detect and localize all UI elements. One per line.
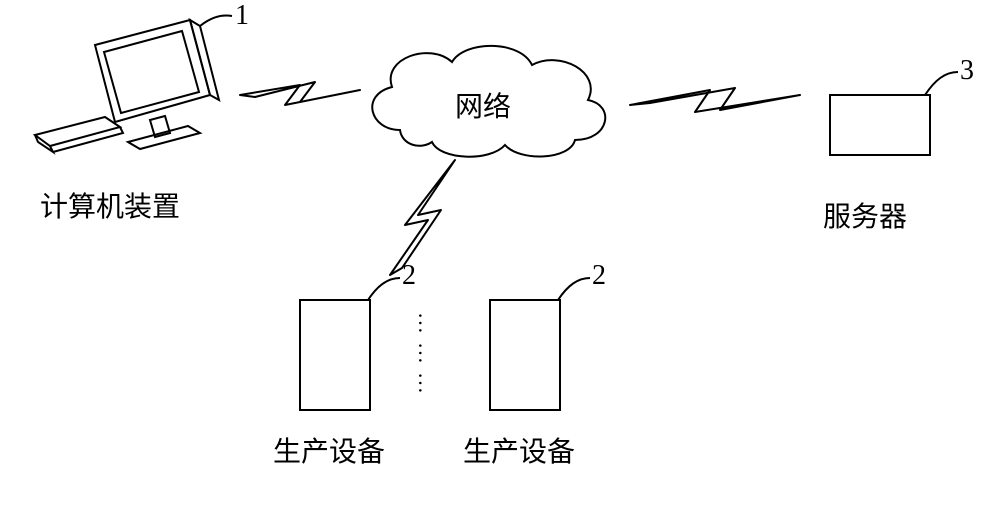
ellipsis-1: …: [413, 312, 439, 334]
server-label: 服务器: [823, 195, 907, 235]
diagram-stage: 1 计算机装置 网络 3 服务器 2 生产设备 2 生产设备 … … …: [0, 0, 1000, 505]
device2-callout-label: 2: [592, 260, 606, 292]
server-callout-label: 3: [960, 55, 974, 87]
computer-label: 计算机装置: [40, 185, 180, 225]
device2-node: [490, 300, 560, 410]
bolt-cloud-server: [630, 88, 800, 112]
device1-label: 生产设备: [273, 430, 385, 470]
device1-callout: [368, 278, 400, 300]
computer-node: [35, 20, 219, 152]
device1-callout-label: 2: [402, 260, 416, 292]
device1-node: [300, 300, 370, 410]
device2-callout: [558, 278, 590, 300]
server-callout: [925, 72, 958, 95]
ellipsis-2: …: [413, 342, 439, 364]
bolt-computer-cloud: [240, 82, 360, 105]
computer-callout: [200, 15, 232, 26]
server-node: [830, 95, 930, 155]
cloud-label: 网络: [455, 85, 511, 125]
computer-callout-label: 1: [235, 0, 249, 32]
bolt-devices-cloud: [390, 160, 455, 275]
ellipsis-3: …: [413, 372, 439, 394]
device2-label: 生产设备: [463, 430, 575, 470]
